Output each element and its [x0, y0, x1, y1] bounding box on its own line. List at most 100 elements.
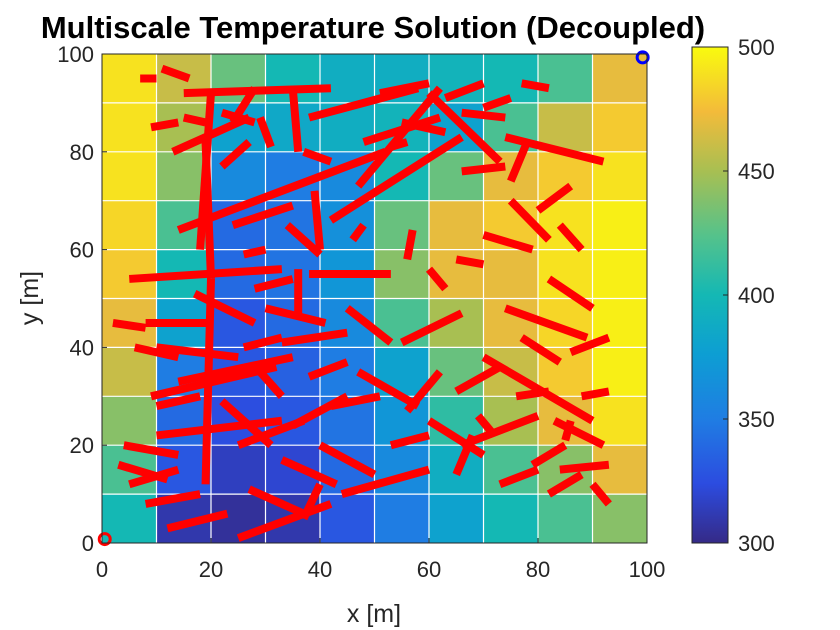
point-markers [97, 50, 650, 547]
x-axis-ticks: 0 20 40 60 80 100 [96, 538, 665, 582]
fracture-segment [253, 275, 294, 293]
fracture-segment [389, 431, 430, 450]
colorbar-tick-label: 500 [738, 35, 775, 60]
fracture-segment [535, 182, 574, 214]
fracture-segment [344, 305, 394, 346]
fracture-segment [236, 500, 333, 542]
heatmap-cell [483, 249, 539, 299]
fracture-segment [280, 456, 338, 488]
fracture-segment [128, 265, 283, 283]
heatmap-cell [538, 54, 593, 104]
fracture-segment [474, 413, 498, 438]
fracture-segment [503, 304, 589, 342]
fracture-segment [561, 419, 575, 442]
heatmap-cell [211, 445, 266, 495]
fracture-segment [461, 108, 506, 122]
heatmap-cell [592, 200, 647, 251]
plot-border [101, 53, 648, 544]
fracture-segment [504, 133, 605, 166]
heatmap-cell [538, 494, 593, 543]
heatmap-cell [102, 102, 157, 153]
fracture-segment [310, 190, 324, 250]
x-tick-label: 100 [629, 557, 666, 582]
fracture-segment [166, 509, 229, 533]
fracture-segment [328, 133, 464, 224]
fracture-segment [182, 113, 207, 127]
fracture-segment [556, 222, 585, 253]
heatmap-cell [429, 200, 484, 251]
fracture-segment [220, 108, 256, 127]
heatmap-cell [102, 347, 157, 397]
colorbar-tick-label: 450 [738, 159, 775, 184]
fracture-segment [399, 309, 464, 347]
fracture-segment [452, 433, 477, 477]
heatmap-cell [592, 396, 647, 446]
fracture-segment [318, 441, 377, 479]
heatmap-cell [592, 249, 647, 299]
heatmap-cell [483, 494, 539, 543]
fracture-segment [201, 141, 215, 280]
fracture-segment [569, 333, 611, 357]
chart-title: Multiscale Temperature Solution (Decoupl… [41, 10, 705, 45]
fracture-segment [426, 90, 503, 165]
colorbar-gradient [691, 46, 729, 544]
fracture-segment [242, 333, 283, 352]
heatmap-cell [102, 151, 157, 202]
heatmap-cell [102, 396, 157, 446]
fracture-segment [171, 113, 251, 156]
sink-marker [635, 50, 650, 65]
fracture-segment [128, 465, 180, 489]
fracture-segment [461, 162, 506, 176]
fracture-segment [133, 343, 180, 362]
fracture-segment [559, 460, 610, 474]
fracture-segment [192, 290, 257, 327]
fracture-segment [256, 116, 275, 149]
fracture-segment [425, 266, 449, 292]
fracture-segment [144, 490, 201, 508]
colorbar-tick-label: 400 [738, 283, 775, 308]
fracture-segment [403, 229, 417, 261]
fracture-segment [231, 201, 294, 229]
y-tick-label: 0 [82, 531, 94, 556]
fracture-segment [177, 353, 294, 386]
plot-area [97, 50, 650, 547]
x-tick-label: 60 [417, 557, 441, 582]
fracture-segment [355, 85, 443, 189]
fracture-segment [300, 482, 324, 521]
fracture-segment [219, 139, 252, 170]
x-tick-label: 80 [526, 557, 550, 582]
fracture-segment [284, 222, 323, 258]
fracture-segment [257, 369, 285, 399]
fracture-segment [340, 465, 431, 498]
fracture-segment [552, 417, 606, 449]
source-marker [97, 532, 112, 547]
heatmap-cell [483, 54, 539, 104]
fracture-segment [519, 334, 562, 366]
fracture-segment [349, 222, 367, 243]
x-axis-label: x [m] [347, 600, 401, 628]
fracture-segment [443, 79, 485, 102]
heatmap-cell [374, 200, 430, 251]
fracture-segment [546, 275, 595, 312]
fracture-segment [156, 343, 239, 362]
fracture-segment [160, 64, 191, 83]
fracture-segment [156, 416, 283, 440]
fracture-segment [201, 278, 215, 485]
fracture-segment [507, 197, 552, 243]
x-tick-label: 0 [96, 557, 108, 582]
heatmap-cell [211, 151, 266, 202]
fracture-segment [155, 392, 201, 410]
fracture-segment [426, 417, 486, 459]
fracture-segment [546, 471, 584, 498]
heatmap-cell [592, 102, 647, 153]
fracture-segment [454, 363, 502, 395]
fracture-network [112, 64, 612, 542]
heatmap-cell [592, 445, 647, 495]
y-axis-label: y [m] [16, 271, 44, 325]
heatmap-cell [429, 494, 484, 543]
fracture-segment [530, 441, 568, 469]
y-axis-ticks: 0 20 40 60 80 100 [57, 42, 107, 556]
x-tick-label: 20 [199, 557, 223, 582]
y-tick-label: 40 [70, 335, 94, 360]
fracture-segment [123, 441, 180, 459]
